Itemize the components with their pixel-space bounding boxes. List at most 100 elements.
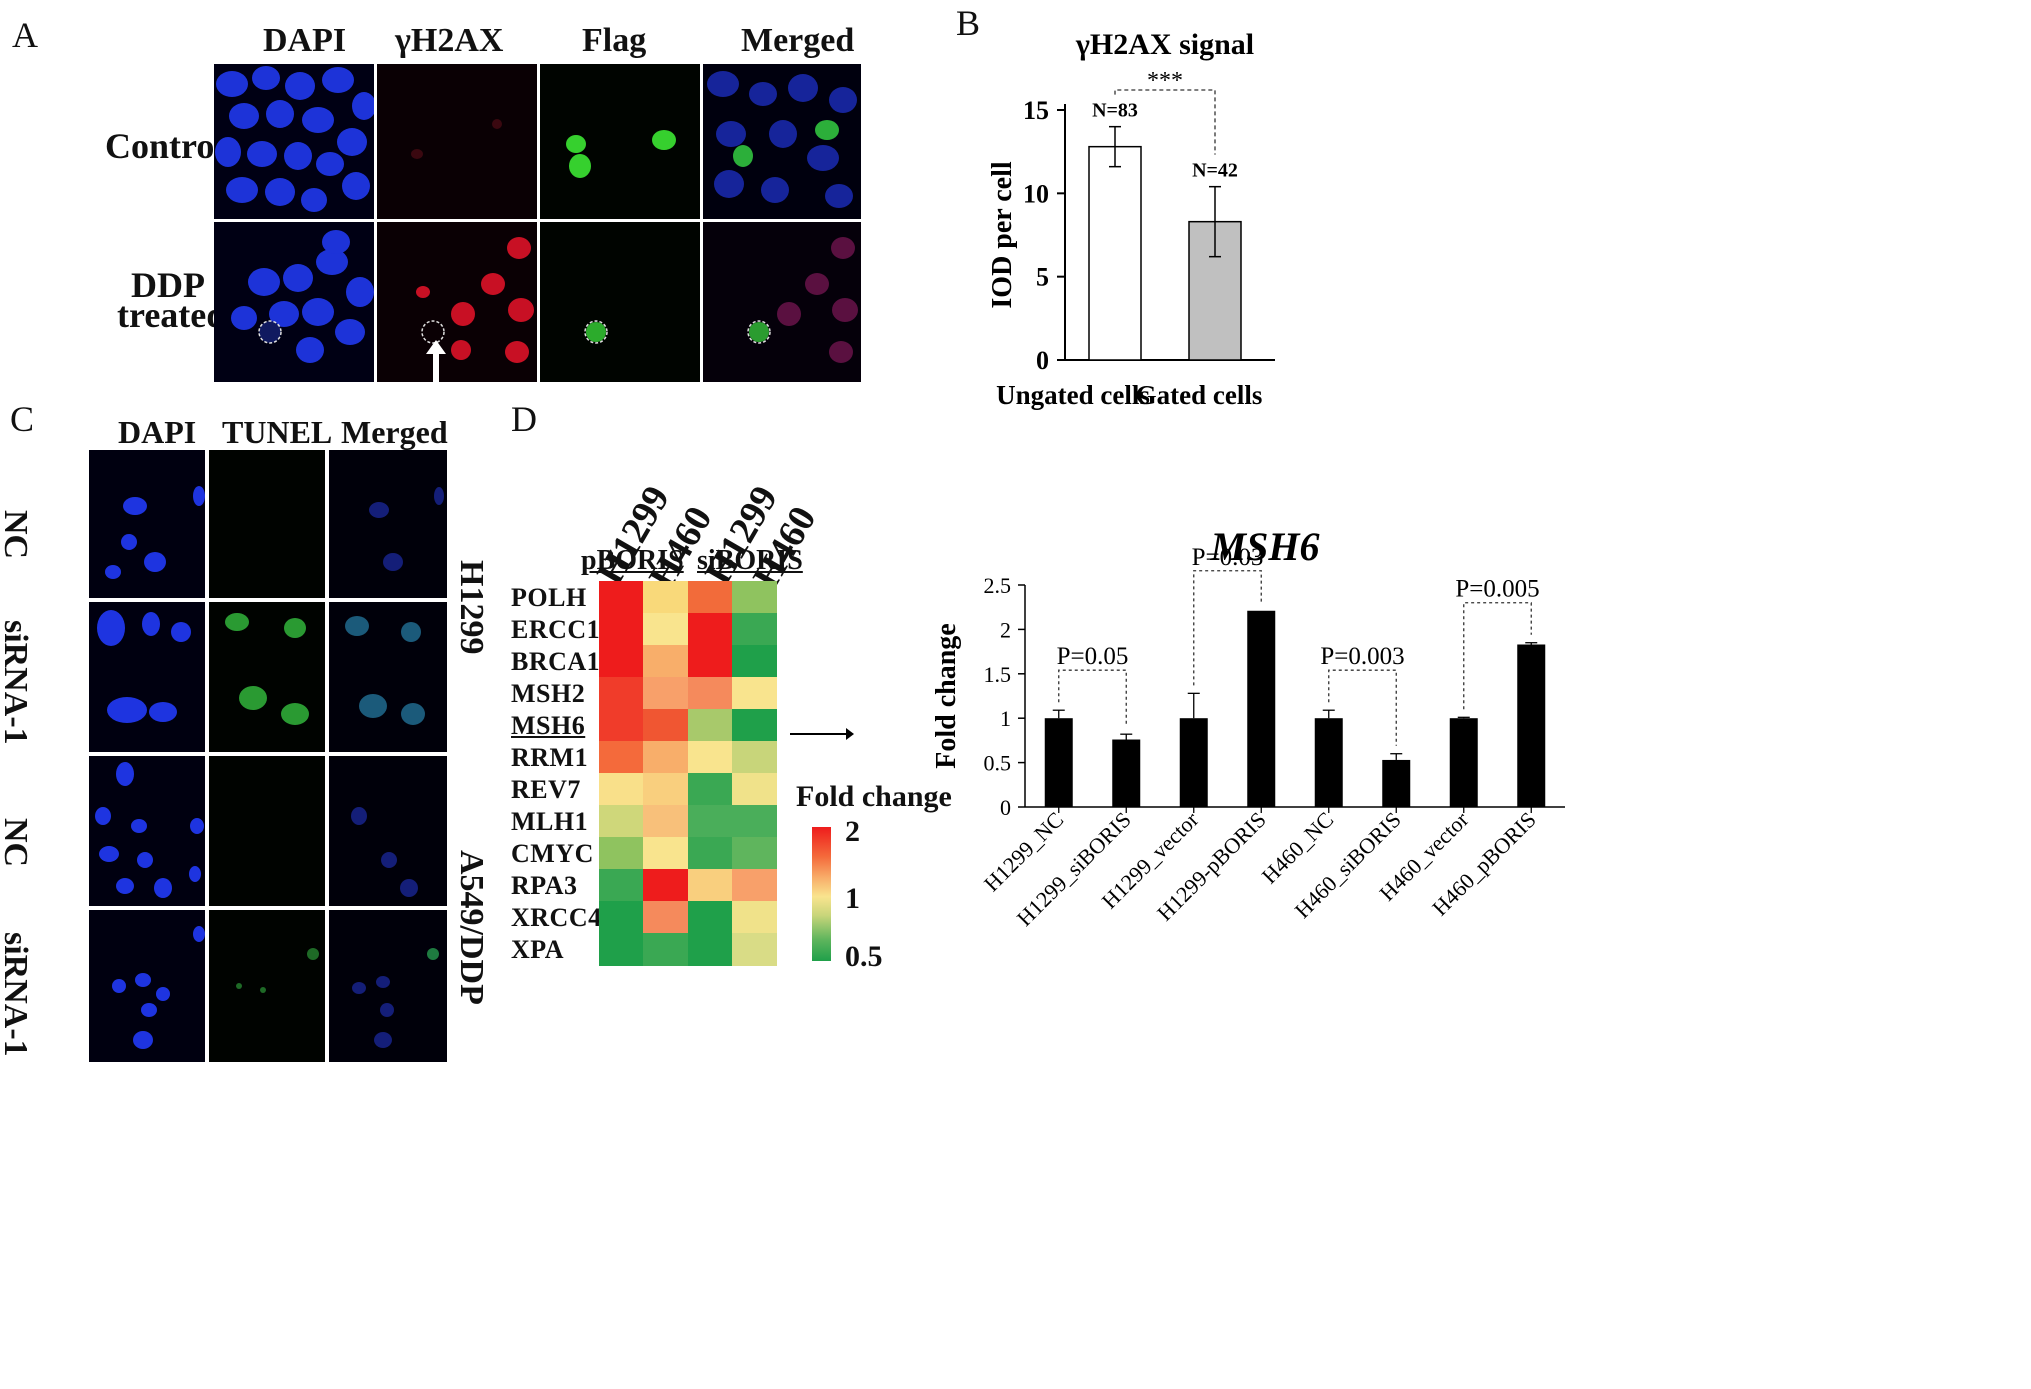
panel-b-chart: γH2AX signal 0 5 10 15 IOD per cell N=83 Ungate… <box>987 28 1275 410</box>
micrograph-c-sirna1-dapi <box>89 602 205 752</box>
panel-a-image-grid <box>214 64 861 390</box>
chart-msh6-y-tick-label: 2 <box>1000 617 1011 642</box>
heatmap-gene-label: RRM1 <box>511 743 589 772</box>
heatmap-cell <box>687 837 733 870</box>
micrograph-control-flag <box>540 64 700 219</box>
heatmap-cell <box>599 677 644 710</box>
heatmap-cell <box>731 613 777 646</box>
heatmap-cell <box>599 805 644 838</box>
heatmap-gene-label: ERCC1 <box>511 615 601 644</box>
chart-b-y-tick-label: 5 <box>1036 263 1049 292</box>
heatmap-cell <box>687 581 733 614</box>
heatmap-cell <box>687 645 733 678</box>
chart-b-sig-label: *** <box>1147 68 1183 94</box>
heatmap-cell <box>643 645 688 678</box>
chart-b-bar <box>1088 145 1142 361</box>
micrograph-ddp-merged <box>703 222 861 382</box>
chart-msh6-sig-bracket <box>1058 669 1127 727</box>
micrograph-c-nc2-merged <box>329 756 447 906</box>
heatmap-group-pboris: pBORIS <box>581 545 684 576</box>
panel-b-letter: B <box>956 3 981 43</box>
heatmap-gene-label: MSH2 <box>511 679 586 708</box>
heatmap-cell <box>643 933 688 966</box>
panel-c-image-grid <box>89 450 447 1062</box>
heatmap-cell <box>599 613 644 646</box>
heatmap-gene-label: RPA3 <box>511 871 578 900</box>
chart-msh6-x-label: H1299_siBORIS <box>1012 807 1136 931</box>
panel-d-letter: D <box>511 399 537 439</box>
chart-b-x-label: Ungated cells <box>996 380 1150 410</box>
chart-b-y-tick-label: 15 <box>1023 96 1049 125</box>
panel-c-side-h1299: H1299 <box>453 560 490 655</box>
heatmap-group-siboris: siBORIS <box>697 545 803 576</box>
panel-a-col-gh2ax: γH2AX <box>395 22 504 59</box>
heatmap-cell <box>643 869 688 902</box>
panel-c-col-merged: Merged <box>341 414 448 450</box>
heatmap-cell <box>643 805 688 838</box>
heatmap-cell <box>687 869 733 902</box>
heatmap-cell <box>687 805 733 838</box>
chart-msh6-bar <box>1517 644 1546 807</box>
legend-tick-2: 2 <box>845 815 860 848</box>
heatmap-cell <box>731 805 777 838</box>
panel-c-row-sirna-1: siRNA-1 <box>0 620 34 745</box>
chart-msh6-p-label: P=0.03 <box>1192 544 1264 571</box>
legend-tick-0-5: 0.5 <box>845 940 883 973</box>
micrograph-ddp-dapi <box>214 222 374 382</box>
chart-msh6-sig-bracket <box>1463 602 1532 710</box>
chart-msh6-bar <box>1112 739 1141 807</box>
heatmap-cell <box>643 677 688 710</box>
heatmap-cell <box>643 837 688 870</box>
chart-b-y-tick-label: 10 <box>1023 179 1049 208</box>
panel-c-row-sirna-2: siRNA-1 <box>0 932 34 1057</box>
panel-a-col-merged: Merged <box>741 22 855 59</box>
heatmap-cell <box>599 645 644 678</box>
micrograph-c-sirna1-merged <box>329 602 447 752</box>
msh6-arrow-icon <box>790 724 854 749</box>
panel-a-col-flag: Flag <box>582 22 647 59</box>
heatmap-gene-label: BRCA1 <box>511 647 601 676</box>
micrograph-c-nc1-merged <box>329 450 447 598</box>
chart-msh6-bar <box>1044 718 1073 807</box>
chart-msh6-y-tick-label: 0 <box>1000 795 1011 820</box>
heatmap-grid <box>599 581 777 966</box>
micrograph-c-nc1-dapi <box>89 450 205 598</box>
chart-b-y-label: IOD per cell <box>987 161 1018 308</box>
micrograph-c-sirna2-tunel <box>209 910 325 1062</box>
heatmap-cell <box>731 773 777 806</box>
panel-a-row-control: Control <box>105 126 225 166</box>
chart-msh6-bar <box>1382 759 1411 807</box>
micrograph-ddp-flag <box>540 222 700 382</box>
micrograph-c-sirna2-dapi <box>89 910 205 1062</box>
panel-c-col-tunel: TUNEL <box>222 414 333 450</box>
chart-msh6-p-label: P=0.003 <box>1320 643 1404 670</box>
legend-gradient-bar <box>812 827 831 961</box>
micrograph-control-dapi <box>214 64 374 219</box>
micrograph-c-sirna2-merged <box>329 910 447 1062</box>
chart-msh6-p-label: P=0.05 <box>1057 643 1129 670</box>
chart-b-y-tick-label: 0 <box>1036 346 1049 375</box>
panel-a-row-treated: treated <box>117 295 227 335</box>
chart-msh6-p-label: P=0.005 <box>1455 576 1539 603</box>
micrograph-ddp-gh2ax <box>377 222 537 382</box>
heatmap-cell <box>731 837 777 870</box>
micrograph-control-gh2ax <box>377 64 537 219</box>
heatmap-cell <box>599 901 644 934</box>
heatmap-cell <box>599 869 644 902</box>
chart-msh6-sig-bracket <box>1193 570 1262 686</box>
micrograph-c-nc1-tunel <box>209 450 325 598</box>
chart-msh6-y-tick-label: 0.5 <box>984 751 1012 776</box>
chart-b-n-label: N=42 <box>1192 160 1238 182</box>
heatmap-cell <box>731 869 777 902</box>
heatmap-cell <box>731 581 777 614</box>
micrograph-c-nc2-tunel <box>209 756 325 906</box>
legend-tick-1: 1 <box>845 882 860 915</box>
heatmap-cell <box>643 901 688 934</box>
heatmap-cell <box>687 677 733 710</box>
heatmap-cell <box>643 613 688 646</box>
heatmap-gene-label: MSH6 <box>511 711 586 740</box>
heatmap-cell <box>643 741 688 774</box>
heatmap-cell <box>731 645 777 678</box>
chart-msh6-bar <box>1314 718 1343 807</box>
